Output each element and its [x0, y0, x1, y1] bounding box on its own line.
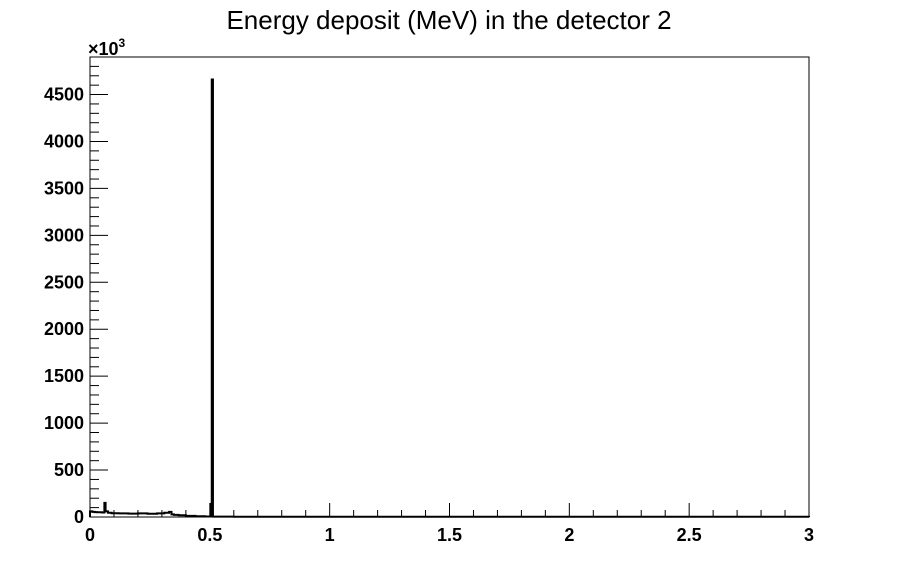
y-multiplier-exp: 3 [119, 36, 126, 50]
y-tick-label: 2500 [44, 272, 84, 292]
y-tick-label: 0 [74, 507, 84, 527]
y-tick-label: 4500 [44, 85, 84, 105]
y-tick-label: 500 [54, 460, 84, 480]
chart-title: Energy deposit (MeV) in the detector 2 [226, 5, 672, 35]
x-tick-label: 0 [85, 525, 95, 545]
x-tick-label: 2 [564, 525, 574, 545]
x-tick-label: 2.5 [677, 525, 702, 545]
x-tick-label: 0.5 [197, 525, 222, 545]
y-multiplier: ×103 [88, 36, 126, 59]
y-multiplier-base: ×10 [88, 39, 119, 59]
y-tick-label: 2000 [44, 319, 84, 339]
y-tick-label: 1000 [44, 413, 84, 433]
y-tick-label: 3000 [44, 225, 84, 245]
x-tick-label: 1 [325, 525, 335, 545]
y-axis: 0 500 1000 1500 2000 2500 3000 3500 4000 4500 [44, 56, 108, 527]
y-tick-label: 3500 [44, 178, 84, 198]
x-tick-label: 1.5 [437, 525, 462, 545]
x-tick-label: 3 [804, 525, 814, 545]
histogram-line [89, 78, 810, 518]
plot-frame [89, 56, 810, 518]
x-axis: 0 0.5 1 1.5 2 2.5 3 [85, 503, 814, 545]
y-tick-label: 4000 [44, 131, 84, 151]
y-tick-label: 1500 [44, 366, 84, 386]
